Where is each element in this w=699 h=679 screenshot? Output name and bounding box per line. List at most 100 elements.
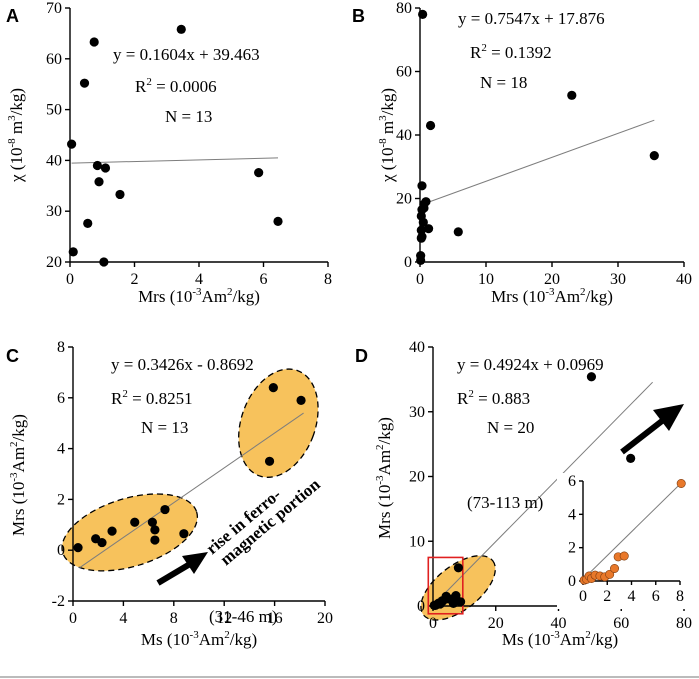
inset-y-tick-label: 4 [568,506,576,523]
y-axis-label-part: Mrs (10 [375,485,394,539]
data-point [176,24,186,34]
data-point [453,227,463,237]
y-axis-label-part: -8 [377,138,389,148]
panel-label-c: C [6,346,19,366]
regression-line [432,381,653,606]
data-point [73,543,83,553]
x-tick-label: 8 [324,271,332,288]
x-tick-label: 6 [260,271,268,288]
x-axis-label-part: 2 [224,629,230,641]
arrow-shaft [156,561,192,586]
y-tick-label: 30 [46,203,62,220]
y-tick-label: 4 [57,441,65,458]
x-tick-label: 0 [429,615,437,632]
x-axis-label: Mrs (10-3Am2/kg) [491,286,613,306]
y-tick-label: 20 [409,469,425,486]
y-tick-label: 40 [396,127,412,144]
x-axis-label: Ms (10-3Am2/kg) [141,629,257,649]
y-axis-label-part: -3 [8,472,20,482]
panel-label-b: B [352,6,365,26]
data-point [586,372,597,382]
inset-x-tick-label: 4 [628,588,636,605]
sample-count: N = 18 [480,73,527,92]
y-axis-label-part: 3 [377,115,389,121]
sample-count: N = 13 [141,418,188,437]
x-tick-label: 10 [478,271,494,288]
y-axis-label-part: 2 [374,444,386,450]
depth-label: (31-46 m) [209,607,277,626]
y-tick-label: -2 [52,593,65,610]
data-point [296,395,306,405]
data-point [418,9,428,19]
data-point [264,456,275,466]
data-point [416,251,426,261]
data-point [179,529,189,539]
x-axis-label-part: 2 [585,629,591,641]
inset-x-tick-label: 0 [579,588,587,605]
cluster-ellipse-high [238,368,319,478]
inset-y-tick-label: 2 [568,540,576,557]
data-point [419,199,429,209]
y-axis-label-part: m [378,121,397,138]
x-axis-label-part: Am [555,287,581,306]
y-axis-label-part: m [7,121,26,138]
y-tick-label: 0 [57,542,65,559]
data-point [99,257,109,267]
x-axis-label-part: Mrs (10 [138,287,192,306]
y-axis-label-part: -3 [374,475,386,485]
y-tick-label: 40 [46,152,62,169]
x-axis-label-part: -3 [192,286,202,298]
y-tick-label: 70 [46,0,62,17]
inset-data-point [619,551,629,561]
sample-count: N = 20 [487,418,534,437]
x-axis-label-part: -3 [545,286,555,298]
data-point [441,591,451,601]
data-point [567,90,577,100]
x-tick-label: 20 [317,610,333,627]
y-tick-label: 6 [57,390,65,407]
data-point [160,504,170,515]
regression-equation: y = 0.3426x - 0.8692 [111,355,254,374]
x-tick-label: 12 [216,610,232,627]
x-tick-label: 4 [195,271,203,288]
data-point [83,218,93,228]
r-squared-part: 2 [468,388,474,400]
y-tick-label: 40 [409,339,425,356]
x-axis-label: Ms (10-3Am2/kg) [502,629,618,649]
y-axis-label-part: /kg) [378,88,397,115]
y-tick-label: 8 [57,339,65,356]
data-point [130,517,140,527]
x-tick-label: 4 [119,610,127,627]
r-squared-part: R [457,389,469,408]
regression-equation: y = 0.7547x + 17.876 [458,9,605,28]
data-point [94,177,104,187]
inset-x-tick-label: 2 [603,588,611,605]
x-tick-label: 20 [488,615,504,632]
x-axis-label-part: Mrs (10 [491,287,545,306]
r-squared-part: 2 [146,76,152,88]
r-squared-part: 2 [122,388,128,400]
y-tick-label: 0 [404,254,412,271]
x-tick-label: 2 [131,271,139,288]
panel-a-scatter: 0 2 4 6 8 20 30 40 50 60 70 y = 0.1604x + 39.463 R2 … [6,0,332,306]
r-squared: R2 = 0.8251 [111,388,193,408]
data-point [115,189,125,200]
r-squared-part: = 0.8251 [128,389,193,408]
inset-x-tick-label: 6 [652,588,660,605]
inset-data-point [676,478,686,488]
y-axis-label-part: 2 [8,441,20,447]
x-tick-label: 40 [676,271,692,288]
data-point [92,160,103,171]
x-axis-label-part: Ms (10 [141,630,190,649]
y-tick-label: 80 [396,0,412,17]
x-tick-label: 20 [544,271,560,288]
x-axis-label-part: /kg) [233,287,260,306]
inset-regression-line [582,482,682,580]
r-squared-part: = 0.883 [474,389,530,408]
sample-count: N = 13 [165,107,212,126]
x-axis-label-part: /kg) [591,630,618,649]
